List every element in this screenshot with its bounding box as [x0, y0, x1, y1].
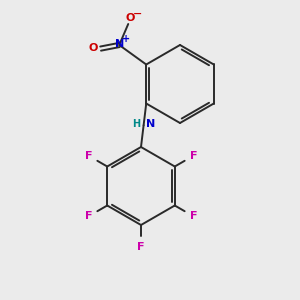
Text: −: − — [133, 8, 142, 19]
Text: +: + — [122, 34, 130, 44]
Text: N: N — [146, 119, 155, 129]
Text: F: F — [190, 151, 197, 161]
Text: O: O — [125, 13, 134, 23]
Text: N: N — [115, 39, 124, 49]
Text: F: F — [137, 242, 145, 252]
Text: F: F — [190, 211, 197, 221]
Text: O: O — [88, 43, 98, 53]
Text: H: H — [133, 119, 141, 129]
Text: F: F — [85, 151, 92, 161]
Text: F: F — [85, 211, 92, 221]
